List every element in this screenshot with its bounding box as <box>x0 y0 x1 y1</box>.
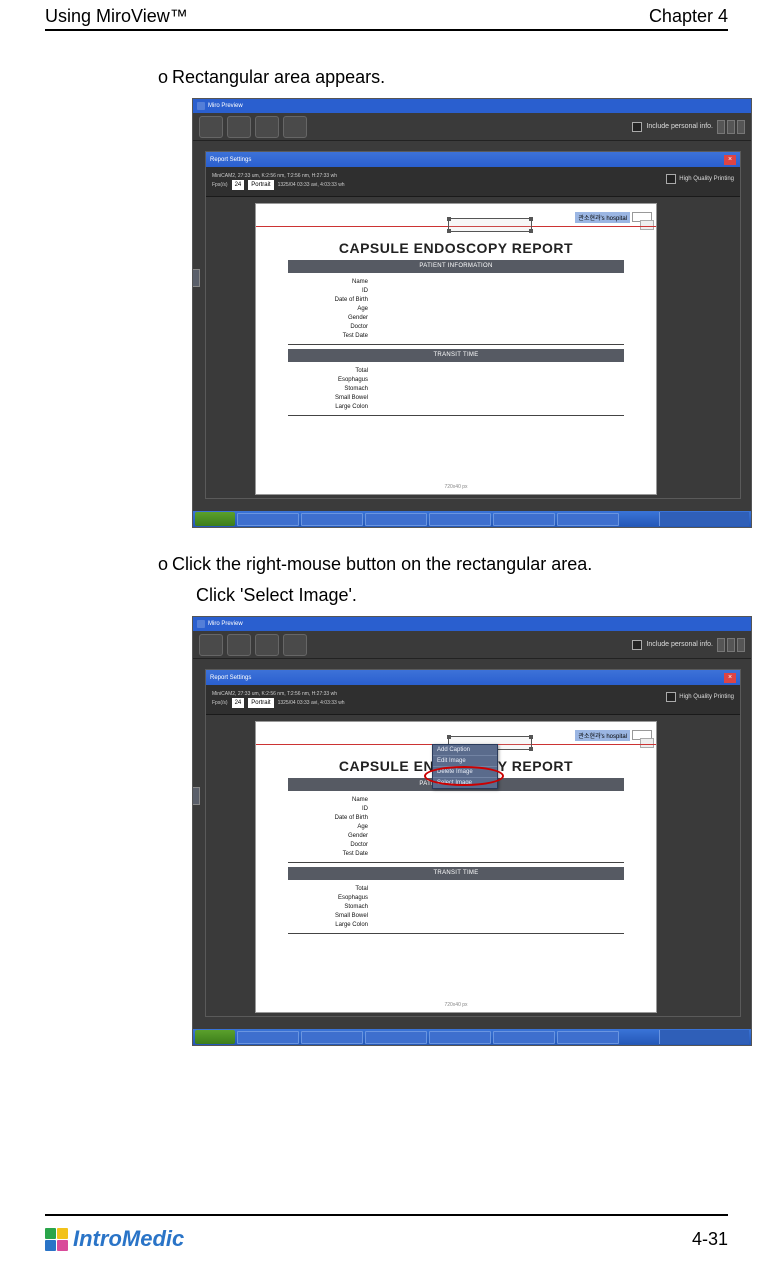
footer-rule <box>45 1214 728 1216</box>
taskbar-item[interactable] <box>365 513 427 526</box>
taskbar-item[interactable] <box>429 513 491 526</box>
hq-print-checkbox[interactable] <box>666 692 676 702</box>
menu-select-image[interactable]: Select Image <box>433 778 497 788</box>
report-settings-window: Report Settings × MiniCAM2, 27:33 um, K:… <box>205 669 741 1017</box>
orientation-select[interactable]: Portrait <box>248 698 273 708</box>
page-number: 4-31 <box>692 1229 728 1250</box>
window-close-icon[interactable]: × <box>724 673 736 683</box>
band-patient-info: PATIENT INFORMATION <box>288 260 624 273</box>
taskbar-item[interactable] <box>301 513 363 526</box>
save-icon[interactable] <box>227 634 251 656</box>
include-personal-label: Include personal info. <box>646 123 713 130</box>
intromedic-logo: IntroMedic <box>45 1226 184 1252</box>
page-indicator <box>640 220 654 230</box>
include-personal-checkbox[interactable] <box>632 122 642 132</box>
taskbar-item[interactable] <box>237 513 299 526</box>
logo-text: IntroMedic <box>73 1226 184 1252</box>
taskbar-item[interactable] <box>365 1031 427 1044</box>
taskbar <box>193 1029 751 1045</box>
taskbar-item[interactable] <box>301 1031 363 1044</box>
include-personal-checkbox[interactable] <box>632 640 642 650</box>
hq-print-checkbox[interactable] <box>666 174 676 184</box>
include-personal-label: Include personal info. <box>646 641 713 648</box>
menu-edit-image[interactable]: Edit Image <box>433 756 497 767</box>
paper-dimensions: 720x40 px <box>256 1002 656 1008</box>
taskbar <box>193 511 751 527</box>
logo-sq-1 <box>45 1228 56 1239</box>
context-menu: Add Caption Edit Image Delete Image Sele… <box>432 744 498 789</box>
taskbar-item[interactable] <box>429 1031 491 1044</box>
info-line-1: MiniCAM2, 27:33 um, K:2:56 nm, T:2:56 nm… <box>212 691 734 697</box>
bullet-2b: Click 'Select Image'. <box>158 585 713 606</box>
taskbar-item[interactable] <box>557 1031 619 1044</box>
start-button[interactable] <box>195 1030 235 1044</box>
taskbar-item[interactable] <box>493 1031 555 1044</box>
app-titlebar: Miro Preview <box>193 99 751 113</box>
hospital-tag: 관소현과's hospital <box>575 212 630 223</box>
system-tray[interactable] <box>659 1030 749 1044</box>
transit-fields: Total Esophagus Stomach Small Bowel Larg… <box>288 884 624 929</box>
taskbar-item[interactable] <box>237 1031 299 1044</box>
report-window-title: Report Settings <box>210 157 251 163</box>
system-tray[interactable] <box>659 512 749 526</box>
hq-print-label: High Quality Printing <box>679 176 734 182</box>
hq-print-label: High Quality Printing <box>679 694 734 700</box>
header-right: Chapter 4 <box>649 6 728 27</box>
window-close-icon[interactable]: × <box>724 155 736 165</box>
panel-handle[interactable] <box>192 787 200 805</box>
paper-dimensions: 720x40 px <box>256 484 656 490</box>
bullet-2a: oClick the right-mouse button on the rec… <box>158 554 713 575</box>
transit-fields: Total Esophagus Stomach Small Bowel Larg… <box>288 366 624 411</box>
taskbar-item[interactable] <box>557 513 619 526</box>
close-icon[interactable] <box>283 634 307 656</box>
print-icon[interactable] <box>199 116 223 138</box>
menu-add-caption[interactable]: Add Caption <box>433 745 497 756</box>
hospital-tag: 관소현과's hospital <box>575 730 630 741</box>
fps-select[interactable]: 24 <box>232 180 245 190</box>
app-toolbar: Include personal info. <box>193 113 751 141</box>
report-page: 관소현과's hospital CAPSULE ENDOSCOPY REPORT… <box>256 204 656 494</box>
logo-sq-3 <box>45 1240 56 1251</box>
app-titlebar: Miro Preview <box>193 617 751 631</box>
bullet-1: oRectangular area appears. <box>158 67 713 88</box>
logo-sq-4 <box>57 1240 68 1251</box>
band-transit-time: TRANSIT TIME <box>288 867 624 880</box>
zoom-icon[interactable] <box>255 634 279 656</box>
band-transit-time: TRANSIT TIME <box>288 349 624 362</box>
print-icon[interactable] <box>199 634 223 656</box>
patient-fields: Name ID Date of Birth Age Gender Doctor … <box>288 277 624 340</box>
start-button[interactable] <box>195 512 235 526</box>
screenshot-2: Miro Preview Include personal info. Repo… <box>192 616 752 1046</box>
selection-rectangle[interactable] <box>448 218 532 232</box>
save-icon[interactable] <box>227 116 251 138</box>
fps-select[interactable]: 24 <box>232 698 245 708</box>
report-settings-window: Report Settings × MiniCAM2, 27:33 um, K:… <box>205 151 741 499</box>
close-icon[interactable] <box>283 116 307 138</box>
orientation-select[interactable]: Portrait <box>248 180 273 190</box>
info-line-1: MiniCAM2, 27:33 um, K:2:56 nm, T:2:56 nm… <box>212 173 734 179</box>
report-window-title: Report Settings <box>210 675 251 681</box>
patient-fields: Name ID Date of Birth Age Gender Doctor … <box>288 795 624 858</box>
screenshot-1: Miro Preview Include personal info. Repo… <box>192 98 752 528</box>
taskbar-item[interactable] <box>493 513 555 526</box>
page-indicator <box>640 738 654 748</box>
app-toolbar: Include personal info. <box>193 631 751 659</box>
menu-delete-image[interactable]: Delete Image <box>433 767 497 778</box>
logo-sq-2 <box>57 1228 68 1239</box>
panel-handle[interactable] <box>192 269 200 287</box>
header-left: Using MiroView™ <box>45 6 188 27</box>
zoom-icon[interactable] <box>255 116 279 138</box>
